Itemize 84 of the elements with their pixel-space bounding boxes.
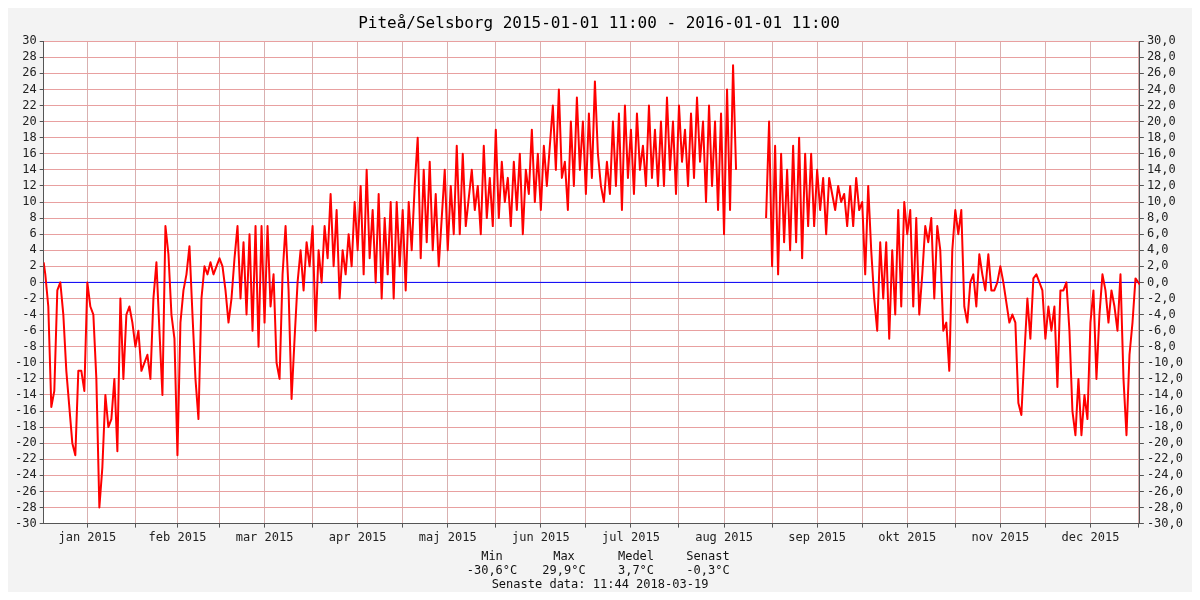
y-tick-label: -2 — [22, 290, 37, 305]
y2-tick-label: -14,0 — [1146, 387, 1183, 402]
y-tick-label: -10 — [14, 354, 37, 369]
x-tick-label: mar 2015 — [235, 529, 294, 544]
y2-tick-label: 12,0 — [1146, 178, 1176, 193]
y2-tick-label: 24,0 — [1146, 81, 1176, 96]
y-tick-label: -6 — [22, 322, 37, 337]
y-tick-label: 24 — [22, 81, 37, 96]
y-tick-label: 12 — [22, 178, 37, 193]
y-tick-label: -28 — [14, 499, 37, 514]
y2-tick-label: 16,0 — [1146, 145, 1176, 160]
y-tick-label: 0 — [29, 274, 37, 289]
y2-tick-label: 18,0 — [1146, 129, 1176, 144]
y2-tick-label: -22,0 — [1146, 451, 1183, 466]
y-tick-label: -20 — [14, 435, 37, 450]
text: Max — [552, 549, 576, 563]
y2-tick-label: 14,0 — [1146, 161, 1176, 176]
y-tick-label: 14 — [22, 161, 37, 176]
y2-tick-label: -8,0 — [1146, 338, 1176, 353]
y-tick-label: 18 — [22, 129, 37, 144]
chart-title: Piteå/Selsborg 2015-01-01 11:00 - 2016-01-01 11:00 — [358, 12, 840, 32]
x-tick-label: nov 2015 — [971, 529, 1030, 544]
x-tick-label: maj 2015 — [418, 529, 477, 544]
y-tick-label: 20 — [22, 113, 37, 128]
y2-tick-label: 4,0 — [1146, 242, 1169, 257]
text: -0,3°C — [685, 563, 731, 577]
x-tick-label: aug 2015 — [695, 529, 753, 544]
text: Senast — [685, 549, 731, 563]
y-tick-label: -14 — [14, 387, 37, 402]
y2-tick-label: 30,0 — [1146, 33, 1176, 48]
text: Min — [480, 549, 504, 563]
x-tick-label: jan 2015 — [58, 529, 117, 544]
y2-tick-label: -2,0 — [1146, 290, 1176, 305]
y2-tick-label: 22,0 — [1146, 97, 1176, 112]
y2-tick-label: 6,0 — [1146, 226, 1169, 241]
text: 3,7°C — [616, 563, 656, 577]
y2-tick-label: 10,0 — [1146, 194, 1176, 209]
y2-tick-label: -4,0 — [1146, 306, 1176, 321]
y2-tick-label: -6,0 — [1146, 322, 1176, 337]
y-tick-label: -4 — [22, 306, 37, 321]
y-tick-label: 8 — [29, 210, 37, 225]
y2-tick-label: -26,0 — [1146, 483, 1183, 498]
y-tick-label: 26 — [22, 65, 37, 80]
y2-tick-label: 0,0 — [1146, 274, 1169, 289]
x-tick-label: jun 2015 — [511, 529, 570, 544]
x-tick-label: sep 2015 — [788, 529, 847, 544]
y-tick-label: -24 — [14, 467, 37, 482]
y-tick-label: -30 — [14, 515, 37, 530]
x-tick-label: feb 2015 — [148, 529, 207, 544]
y2-tick-label: -30,0 — [1146, 515, 1183, 530]
y2-tick-label: 28,0 — [1146, 49, 1176, 64]
y-tick-label: -22 — [14, 451, 37, 466]
y-tick-label: 28 — [22, 49, 37, 64]
x-tick-label: dec 2015 — [1061, 529, 1120, 544]
y-tick-label: -8 — [22, 338, 37, 353]
text: Senaste data: 11:44 2018-03-19 — [490, 577, 710, 591]
x-tick-label: okt 2015 — [878, 529, 937, 544]
y-tick-label: 6 — [29, 226, 37, 241]
y2-tick-label: -20,0 — [1146, 435, 1183, 450]
y2-tick-label: -16,0 — [1146, 403, 1183, 418]
y-tick-label: 22 — [22, 97, 37, 112]
y-tick-label: -18 — [14, 419, 37, 434]
y2-tick-label: -24,0 — [1146, 467, 1183, 482]
y2-tick-label: -28,0 — [1146, 499, 1183, 514]
text: -30,6°C — [465, 563, 519, 577]
y-tick-label: 4 — [29, 242, 37, 257]
x-tick-label: apr 2015 — [328, 529, 387, 544]
y2-tick-label: 8,0 — [1146, 210, 1169, 225]
text: Medel — [616, 549, 656, 563]
y2-tick-label: -12,0 — [1146, 371, 1183, 386]
y2-tick-label: -18,0 — [1146, 419, 1183, 434]
y-tick-label: -26 — [14, 483, 37, 498]
text: 29,9°C — [541, 563, 587, 577]
y-tick-label: -16 — [14, 403, 37, 418]
y-tick-label: 10 — [22, 194, 37, 209]
y2-tick-label: 2,0 — [1146, 258, 1169, 273]
y-tick-label: 2 — [29, 258, 37, 273]
y2-tick-label: -10,0 — [1146, 354, 1183, 369]
y-tick-label: 30 — [22, 33, 37, 48]
x-tick-label: jul 2015 — [602, 529, 660, 544]
y-tick-label: -12 — [14, 371, 37, 386]
y2-tick-label: 26,0 — [1146, 65, 1176, 80]
y-tick-label: 16 — [22, 145, 37, 160]
y2-tick-label: 20,0 — [1146, 113, 1176, 128]
